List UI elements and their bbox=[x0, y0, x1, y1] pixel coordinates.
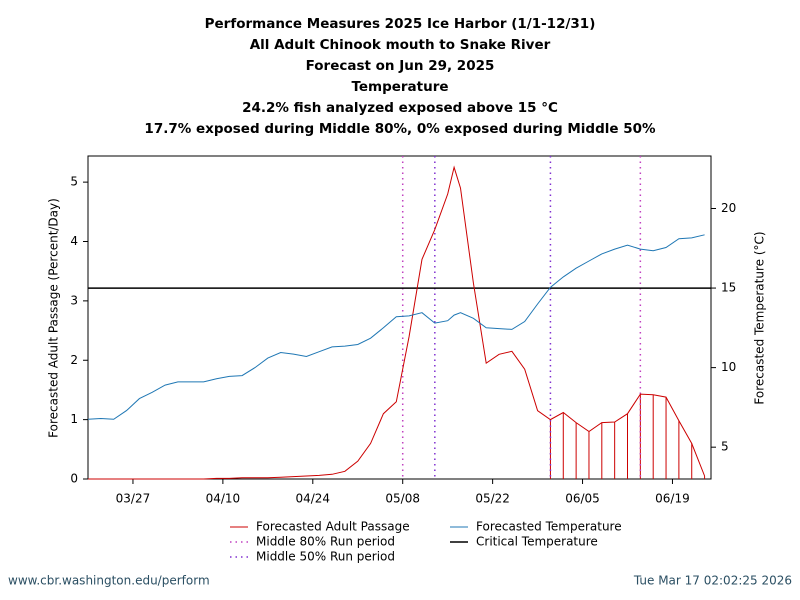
chart-subtitle: All Adult Chinook mouth to Snake River bbox=[250, 37, 551, 53]
x-tick-label: 04/24 bbox=[295, 492, 330, 506]
y-axis-label: Forecasted Adult Passage (Percent/Day) bbox=[47, 198, 61, 438]
y-tick-label: 5 bbox=[70, 175, 78, 189]
x-tick-label: 05/22 bbox=[475, 492, 510, 506]
chart-title: Performance Measures 2025 Ice Harbor (1/… bbox=[205, 16, 596, 32]
chart-subtitle: 24.2% fish analyzed exposed above 15 °C bbox=[242, 100, 558, 116]
y-tick-label: 2 bbox=[70, 353, 78, 367]
y-tick-label: 3 bbox=[70, 293, 78, 307]
legend-label: Middle 80% Run period bbox=[256, 535, 395, 549]
legend-label: Critical Temperature bbox=[476, 535, 598, 549]
y2-tick-label: 5 bbox=[721, 440, 729, 454]
y-tick-label: 4 bbox=[70, 234, 78, 248]
x-tick-label: 04/10 bbox=[206, 492, 241, 506]
y-tick-label: 0 bbox=[70, 472, 78, 486]
y-tick-label: 1 bbox=[70, 412, 78, 426]
chart-subtitle: Forecast on Jun 29, 2025 bbox=[306, 58, 495, 74]
legend-label: Forecasted Adult Passage bbox=[256, 520, 410, 534]
series-line bbox=[88, 165, 706, 480]
legend-label: Forecasted Temperature bbox=[476, 520, 622, 534]
x-tick-label: 06/05 bbox=[565, 492, 600, 506]
plot-frame bbox=[87, 155, 712, 480]
legend-label: Middle 50% Run period bbox=[256, 550, 395, 564]
y2-axis-label: Forecasted Temperature (°C) bbox=[753, 231, 767, 404]
x-tick-label: 03/27 bbox=[116, 492, 151, 506]
chart-subtitle: 17.7% exposed during Middle 80%, 0% expo… bbox=[144, 121, 656, 137]
source: www.cbr.washington.edu/perform bbox=[8, 574, 210, 588]
y2-tick-label: 20 bbox=[721, 201, 736, 215]
chart-subtitle: Temperature bbox=[351, 79, 448, 95]
y2-tick-label: 10 bbox=[721, 360, 736, 374]
x-tick-label: 05/08 bbox=[385, 492, 420, 506]
timestamp: Tue Mar 17 02:02:25 2026 bbox=[633, 574, 792, 588]
x-tick-label: 06/19 bbox=[655, 492, 690, 506]
series-line bbox=[87, 234, 705, 420]
y2-tick-label: 15 bbox=[721, 281, 736, 295]
